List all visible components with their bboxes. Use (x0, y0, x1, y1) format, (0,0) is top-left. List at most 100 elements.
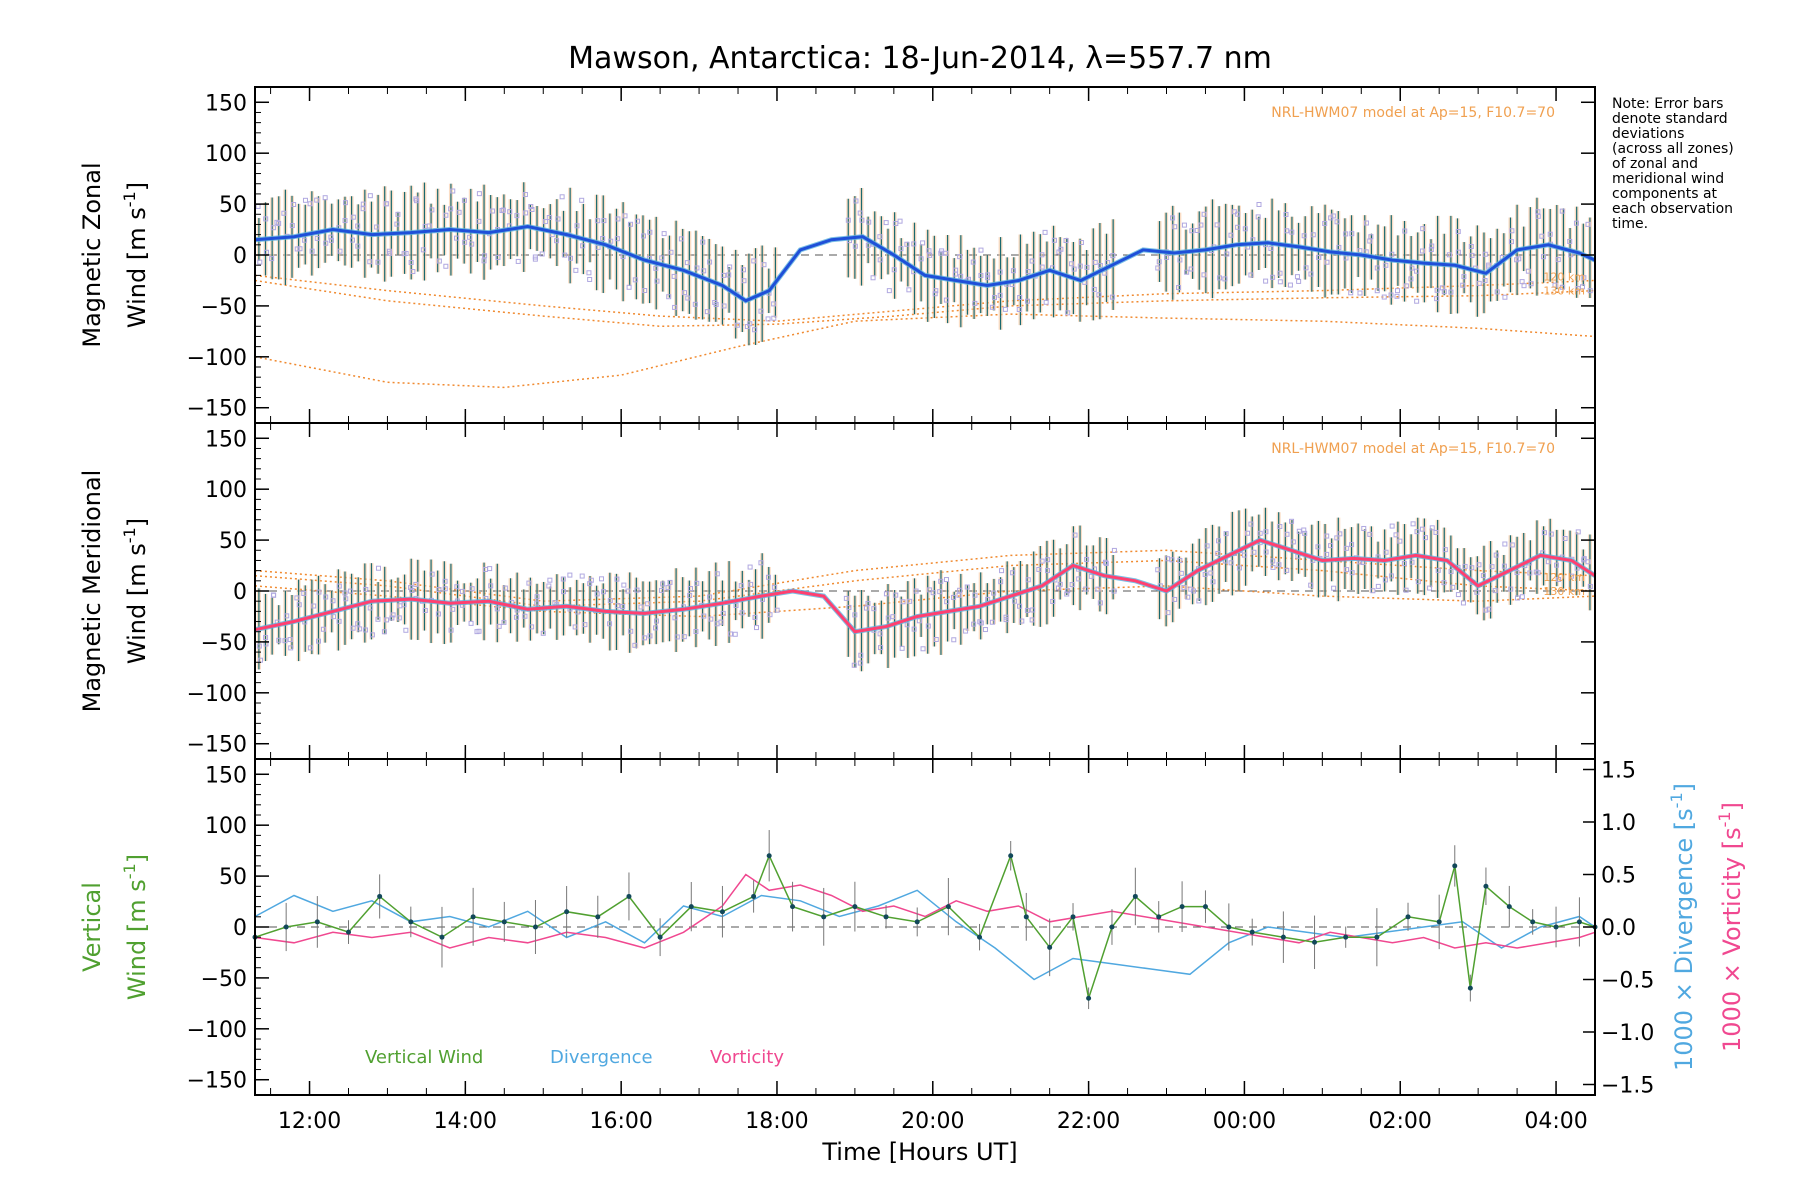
scatter-point (852, 243, 858, 249)
scatter-point (632, 642, 638, 648)
scatter-point (1003, 614, 1009, 620)
scatter-point (744, 324, 750, 330)
scatter-point (991, 295, 997, 301)
scatter-point (1581, 275, 1587, 281)
vertical-wind-point (1312, 939, 1318, 945)
scatter-point (1217, 275, 1223, 281)
scatter-point (937, 589, 943, 595)
scatter-point (1188, 266, 1194, 272)
scatter-point (395, 211, 401, 217)
scatter-point (752, 614, 758, 620)
scatter-point (671, 273, 677, 279)
scatter-point (289, 223, 295, 229)
scatter-point (1420, 226, 1426, 232)
scatter-point (653, 625, 659, 631)
vertical-wind-point (1202, 904, 1208, 910)
scatter-point (1501, 563, 1507, 569)
note-line: (across all zones) (1612, 141, 1734, 157)
scatter-point (487, 566, 493, 572)
scatter-point (1215, 550, 1221, 556)
scatter-point (916, 618, 922, 624)
scatter-point (608, 238, 614, 244)
scatter-point (587, 276, 593, 282)
scatter-point (767, 612, 773, 618)
note-line: meridional wind (1612, 171, 1724, 187)
scatter-point (413, 581, 419, 587)
vertical-wind-point (977, 934, 983, 940)
scatter-point (429, 207, 435, 213)
scatter-point (771, 584, 777, 590)
note-line: deviations (1612, 126, 1684, 142)
vertical-wind-point (314, 919, 320, 925)
scatter-point (1077, 263, 1083, 269)
y-tick-label: −150 (187, 733, 247, 758)
x-tick-label: 18:00 (745, 1109, 808, 1134)
scatter-point (1030, 607, 1036, 613)
vertical-wind-point (626, 893, 632, 899)
scatter-point (1164, 254, 1170, 260)
y-tick-label: 50 (219, 193, 247, 218)
scatter-point (890, 614, 896, 620)
scatter-point (355, 223, 361, 229)
scatter-point (342, 218, 348, 224)
scatter-point (857, 210, 863, 216)
scatter-point (1012, 598, 1018, 604)
scatter-point (622, 213, 628, 219)
model-curve-3 (254, 313, 1596, 389)
vertical-wind-point (1179, 904, 1185, 910)
scatter-point (1455, 249, 1461, 255)
scatter-point (454, 584, 460, 590)
scatter-point (263, 635, 269, 641)
scatter-point (647, 633, 653, 639)
scatter-point (1024, 607, 1030, 613)
scatter-point (375, 259, 381, 265)
scatter-point (567, 572, 573, 578)
scatter-point (911, 241, 917, 247)
scatter-point (620, 254, 626, 260)
scatter-point (1277, 524, 1283, 530)
scatter-point (595, 244, 601, 250)
scatter-point (1422, 535, 1428, 541)
scatter-point (625, 588, 631, 594)
scatter-point (1349, 570, 1355, 576)
scatter-point (288, 645, 294, 651)
y-tick-label: 150 (205, 763, 247, 788)
scatter-point (469, 586, 475, 592)
scatter-point (654, 618, 660, 624)
scatter-point (387, 250, 393, 256)
scatter-point (615, 603, 621, 609)
scatter-point (1051, 237, 1057, 243)
scatter-point (1196, 598, 1202, 604)
scatter-point (1441, 580, 1447, 586)
scatter-point (1395, 288, 1401, 294)
scatter-point (727, 264, 733, 270)
scatter-point (586, 270, 592, 276)
scatter-point (1434, 287, 1440, 293)
scatter-point (328, 234, 334, 240)
scatter-point (739, 610, 745, 616)
note-line: of zonal and (1612, 156, 1698, 172)
scatter-point (1579, 284, 1585, 290)
scatter-point (1585, 221, 1591, 227)
scatter-point (1188, 586, 1194, 592)
scatter-point (1460, 600, 1466, 606)
scatter-point (904, 622, 910, 628)
scatter-point (653, 265, 659, 271)
scatter-point (269, 256, 275, 262)
scatter-point (1455, 229, 1461, 235)
scatter-point (476, 191, 482, 197)
scatter-point (1324, 551, 1330, 557)
scatter-point (282, 638, 288, 644)
scatter-point (1462, 563, 1468, 569)
scatter-point (1002, 306, 1008, 312)
scatter-point (958, 273, 964, 279)
scatter-point (1541, 530, 1547, 536)
scatter-point (718, 619, 724, 625)
scatter-point (1474, 589, 1480, 595)
scatter-point (751, 258, 757, 264)
scatter-point (1581, 556, 1587, 562)
scatter-point (1535, 213, 1541, 219)
scatter-point (645, 601, 651, 607)
scatter-point (532, 256, 538, 262)
